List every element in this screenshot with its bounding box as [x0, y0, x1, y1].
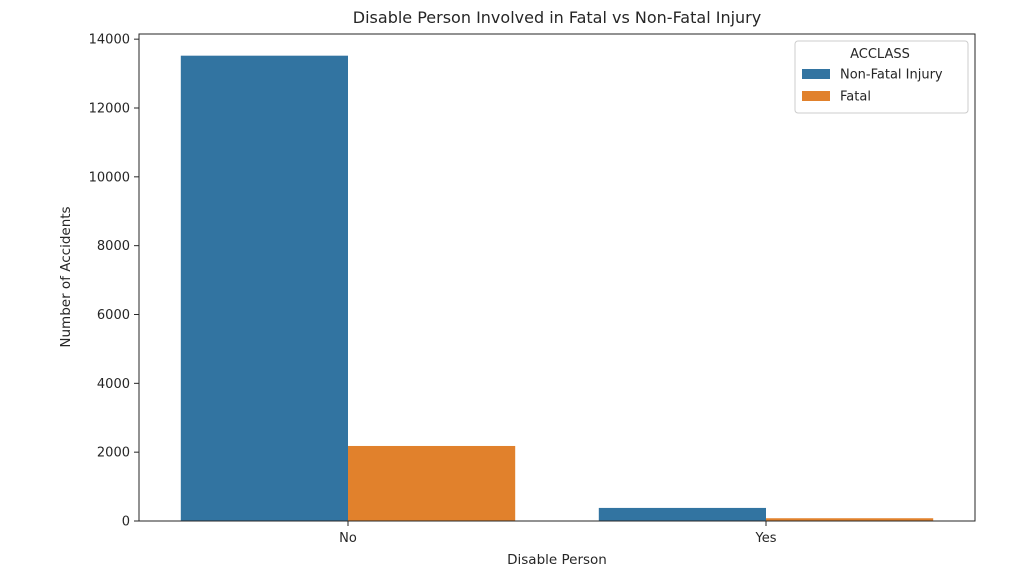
y-tick-label: 4000	[97, 377, 130, 392]
legend-title: ACCLASS	[850, 47, 910, 62]
bar-fatal-yes	[766, 518, 934, 521]
x-tick-label: No	[339, 531, 357, 546]
legend-label: Fatal	[840, 90, 871, 105]
y-tick-label: 14000	[89, 33, 130, 48]
y-axis-title: Number of Accidents	[58, 206, 74, 347]
legend-swatch	[802, 91, 830, 101]
x-axis-title: Disable Person	[507, 552, 607, 568]
legend-box	[794, 40, 969, 114]
y-tick-label: 12000	[89, 101, 130, 116]
y-tick-label: 0	[122, 515, 130, 530]
x-axis: No Yes	[339, 521, 777, 546]
x-tick-label: Yes	[755, 531, 777, 546]
legend-label: Non-Fatal Injury	[840, 68, 943, 83]
bar-fatal-no	[348, 445, 516, 521]
legend-swatch	[802, 69, 830, 79]
y-tick-label: 2000	[97, 446, 130, 461]
bars	[180, 55, 934, 522]
bar-non-fatal-injury-no	[180, 55, 348, 522]
plot-frame	[138, 33, 976, 522]
legend: ACCLASS Non-Fatal Injury Fatal	[794, 40, 969, 114]
chart-title: Disable Person Involved in Fatal vs Non-…	[353, 8, 761, 27]
y-tick-label: 10000	[89, 170, 130, 185]
y-tick-label: 8000	[97, 239, 130, 254]
y-tick-label: 6000	[97, 308, 130, 323]
y-axis: 0 2000 4000 6000 8000 10000 12000 14000	[89, 33, 139, 530]
bar-non-fatal-injury-yes	[598, 507, 766, 521]
